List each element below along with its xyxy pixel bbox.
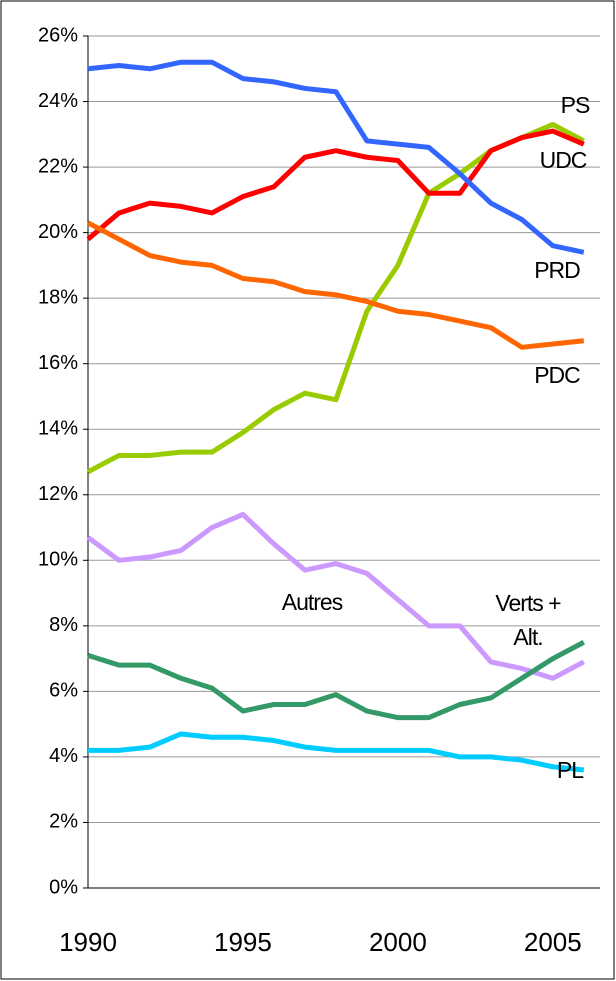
y-tick-label: 26% [38, 24, 78, 46]
y-tick-label: 16% [38, 352, 78, 374]
y-tick-label: 14% [38, 418, 78, 440]
y-tick-label: 10% [38, 549, 78, 571]
y-tick-label: 12% [38, 483, 78, 505]
y-tick-label: 6% [49, 680, 78, 702]
x-tick-label: 2000 [369, 927, 427, 957]
y-tick-label: 24% [38, 90, 78, 112]
series-line [86, 128, 585, 242]
series-label: PRD [534, 257, 581, 283]
x-tick-label: 1995 [214, 927, 272, 957]
y-tick-label: 2% [49, 811, 78, 833]
y-tick-label: 0% [49, 876, 78, 898]
series-line [87, 59, 585, 255]
y-tick-label: 18% [38, 286, 78, 308]
series-line [86, 511, 585, 681]
series-label: PS [560, 92, 591, 118]
series-label: PL [556, 757, 584, 783]
series-line [88, 731, 585, 773]
x-tick-label: 1990 [59, 927, 117, 957]
x-tick-label: 2005 [524, 927, 582, 957]
series-label: UDC [539, 147, 588, 173]
y-tick-label: 22% [38, 155, 78, 177]
series-line [87, 640, 585, 721]
y-tick-label: 20% [38, 221, 78, 243]
y-tick-label: 8% [49, 614, 78, 636]
series-label: Verts + Alt. [495, 590, 561, 650]
series-label: PDC [534, 362, 581, 388]
y-tick-label: 4% [49, 745, 78, 767]
series-line [86, 220, 585, 350]
series-label: Autres [281, 589, 343, 615]
